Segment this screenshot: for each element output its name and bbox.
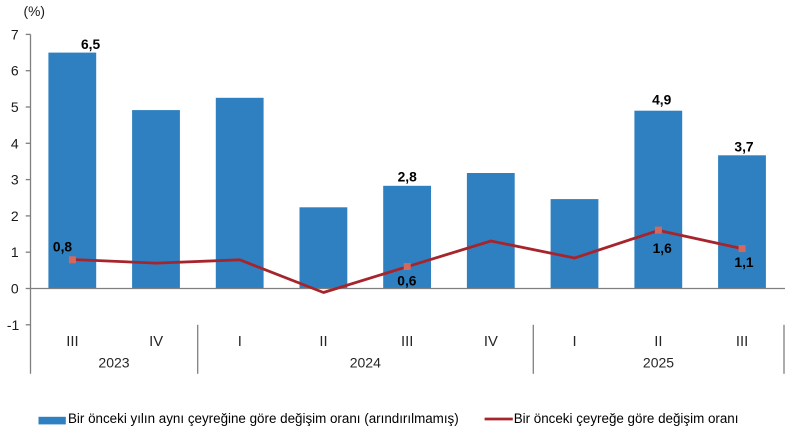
svg-text:4: 4: [11, 135, 19, 151]
svg-text:Bir önceki yılın aynı çeyreğin: Bir önceki yılın aynı çeyreğine göre değ…: [68, 411, 459, 426]
svg-text:III: III: [736, 334, 748, 350]
svg-text:5: 5: [11, 99, 19, 115]
svg-text:IV: IV: [149, 334, 163, 350]
svg-text:(%): (%): [24, 4, 45, 19]
svg-text:III: III: [66, 334, 78, 350]
svg-text:2,8: 2,8: [398, 170, 418, 185]
svg-text:0,8: 0,8: [53, 239, 73, 254]
svg-text:II: II: [654, 334, 662, 350]
svg-text:I: I: [573, 334, 577, 350]
svg-text:1,1: 1,1: [734, 255, 754, 270]
svg-text:4,9: 4,9: [652, 92, 672, 107]
svg-text:6,5: 6,5: [81, 37, 101, 52]
svg-text:2023: 2023: [98, 355, 129, 371]
svg-text:IV: IV: [484, 334, 498, 350]
svg-text:1,6: 1,6: [653, 241, 673, 256]
svg-text:3: 3: [11, 172, 19, 188]
svg-text:0: 0: [11, 281, 19, 297]
svg-text:3,7: 3,7: [734, 140, 754, 155]
svg-text:2: 2: [11, 208, 19, 224]
svg-text:2024: 2024: [350, 355, 381, 371]
svg-text:6: 6: [11, 63, 19, 79]
svg-text:-1: -1: [7, 317, 20, 333]
svg-text:0,6: 0,6: [397, 274, 417, 289]
svg-text:III: III: [401, 334, 413, 350]
svg-text:Bir önceki çeyreğe göre değişi: Bir önceki çeyreğe göre değişim oranı: [514, 411, 739, 426]
svg-text:7: 7: [11, 26, 19, 42]
svg-text:I: I: [238, 334, 242, 350]
svg-text:1: 1: [11, 244, 19, 260]
svg-text:2025: 2025: [643, 355, 674, 371]
svg-text:II: II: [319, 334, 327, 350]
